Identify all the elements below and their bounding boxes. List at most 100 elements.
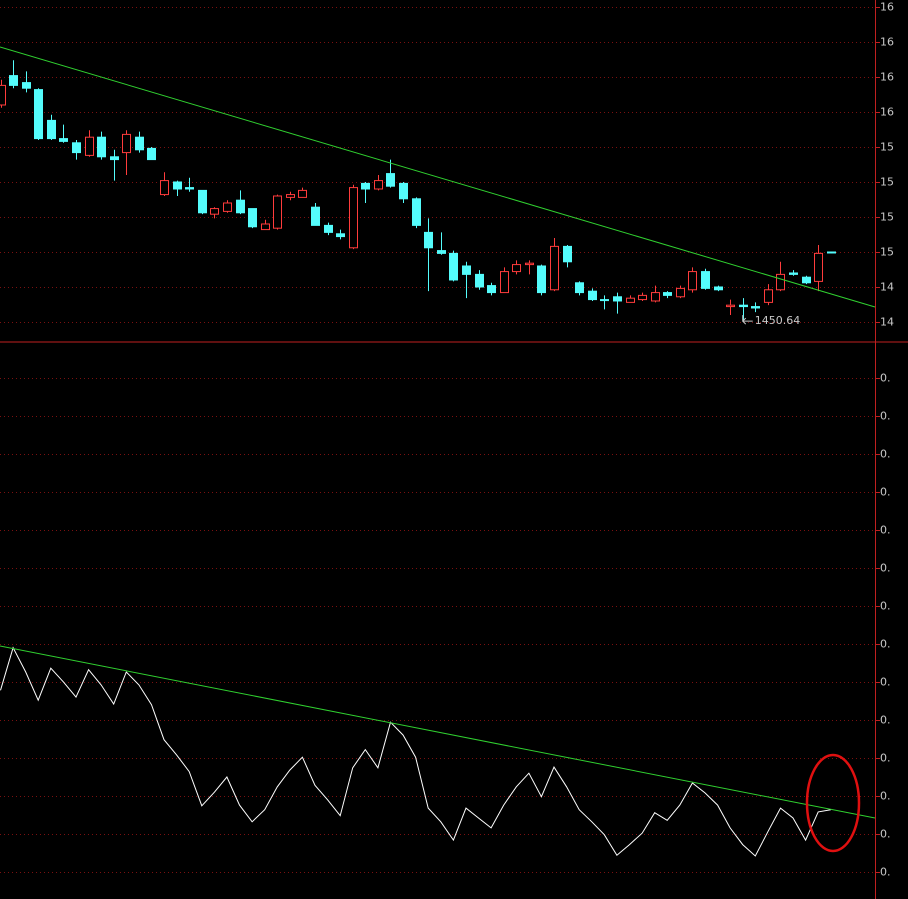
candle-body bbox=[550, 245, 559, 291]
candle-body bbox=[324, 224, 333, 233]
candle-body bbox=[827, 251, 836, 254]
candle-body bbox=[122, 133, 131, 154]
candle-body bbox=[135, 136, 144, 151]
candle-body bbox=[475, 273, 484, 288]
trendline bbox=[0, 46, 876, 308]
candle-body bbox=[651, 292, 660, 302]
y-tick-label: 0. bbox=[880, 372, 891, 385]
candle-body bbox=[500, 271, 509, 294]
candle-body bbox=[336, 233, 345, 238]
candle-body bbox=[261, 223, 270, 231]
candle-body bbox=[236, 199, 245, 214]
highlight-circle bbox=[805, 753, 861, 853]
y-tick-label: 0. bbox=[880, 524, 891, 537]
y-tick-label: 14 bbox=[880, 316, 894, 329]
candle-body bbox=[399, 182, 408, 200]
candle-body bbox=[512, 264, 521, 273]
candle-body bbox=[789, 272, 798, 275]
candle-body bbox=[47, 119, 56, 140]
candle-body bbox=[198, 189, 207, 214]
candle-body bbox=[223, 202, 232, 212]
y-tick-label: 0. bbox=[880, 866, 891, 879]
candle-body bbox=[638, 294, 647, 301]
trendline bbox=[0, 645, 876, 819]
candle-body bbox=[160, 180, 169, 196]
candle-body bbox=[59, 138, 68, 142]
candle-body bbox=[374, 180, 383, 190]
candle-body bbox=[85, 136, 94, 156]
candle-body bbox=[248, 208, 257, 228]
candle-body bbox=[110, 156, 119, 161]
candle-body bbox=[663, 292, 672, 296]
candle-body bbox=[714, 286, 723, 291]
candle-body bbox=[525, 262, 534, 266]
candle-body bbox=[22, 82, 31, 89]
y-tick-label: 0. bbox=[880, 410, 891, 423]
y-tick-label: 0. bbox=[880, 676, 891, 689]
y-tick-label: 16 bbox=[880, 106, 894, 119]
candle-body bbox=[185, 187, 194, 190]
y-tick-label: 15 bbox=[880, 141, 894, 154]
plot: 16 16 16 16 15 15 15 15 14 14 1450.64 0. 0. 0. 0. 0. 0. 0… bbox=[0, 1, 894, 879]
candle-body bbox=[537, 265, 546, 294]
y-tick-label: 0. bbox=[880, 600, 891, 613]
y-tick-label: 15 bbox=[880, 246, 894, 259]
candle-body bbox=[626, 297, 635, 303]
y-tick-label: 0. bbox=[880, 714, 891, 727]
candle-body bbox=[487, 285, 496, 294]
candle-body bbox=[210, 208, 219, 215]
candle-body bbox=[424, 231, 433, 249]
y-tick-label: 15 bbox=[880, 176, 894, 189]
candle-body bbox=[776, 273, 785, 291]
candle-body bbox=[97, 136, 106, 158]
y-tick-label: 0. bbox=[880, 562, 891, 575]
y-tick-label: 0. bbox=[880, 448, 891, 461]
candle-body bbox=[688, 271, 697, 291]
candle-body bbox=[814, 252, 823, 282]
y-tick-label: 0. bbox=[880, 752, 891, 765]
candle-body bbox=[147, 147, 156, 161]
candle-body bbox=[412, 198, 421, 226]
candle-body bbox=[311, 206, 320, 226]
indicator-line bbox=[0, 646, 831, 857]
candle-body bbox=[563, 245, 572, 263]
candle-body bbox=[600, 299, 609, 302]
y-tick-label: 15 bbox=[880, 211, 894, 224]
y-tick-label: 0. bbox=[880, 828, 891, 841]
candle-body bbox=[34, 89, 43, 140]
annotation: 1450.64 bbox=[755, 314, 801, 327]
candle-body bbox=[613, 296, 622, 302]
candle-body bbox=[575, 282, 584, 294]
candle-body bbox=[726, 304, 735, 308]
candle-body bbox=[462, 265, 471, 275]
candle-body bbox=[588, 290, 597, 301]
annotation-arrow bbox=[742, 315, 753, 325]
y-tick-label: 16 bbox=[880, 36, 894, 49]
y-tick-label: 16 bbox=[880, 71, 894, 84]
candle-body bbox=[764, 289, 773, 303]
candle-body bbox=[386, 173, 395, 187]
candle-body bbox=[676, 287, 685, 298]
candle-body bbox=[449, 252, 458, 281]
candle-body bbox=[361, 182, 370, 190]
candle-body bbox=[437, 250, 446, 254]
candle-body bbox=[173, 181, 182, 190]
candle-body bbox=[72, 142, 81, 154]
candle-body bbox=[739, 304, 748, 308]
candle-body bbox=[298, 189, 307, 198]
candle-body bbox=[751, 306, 760, 309]
candle-body bbox=[0, 84, 6, 106]
candle-body bbox=[273, 195, 282, 229]
candle-body bbox=[9, 75, 18, 86]
candle-body bbox=[802, 276, 811, 284]
candle-body bbox=[286, 194, 295, 198]
y-tick-label: 0. bbox=[880, 486, 891, 499]
candle-body bbox=[701, 271, 710, 289]
y-tick-label: 16 bbox=[880, 1, 894, 14]
y-tick-label: 0. bbox=[880, 638, 891, 651]
y-tick-label: 14 bbox=[880, 281, 894, 294]
candle-body bbox=[349, 187, 358, 249]
y-tick-label: 0. bbox=[880, 790, 891, 803]
